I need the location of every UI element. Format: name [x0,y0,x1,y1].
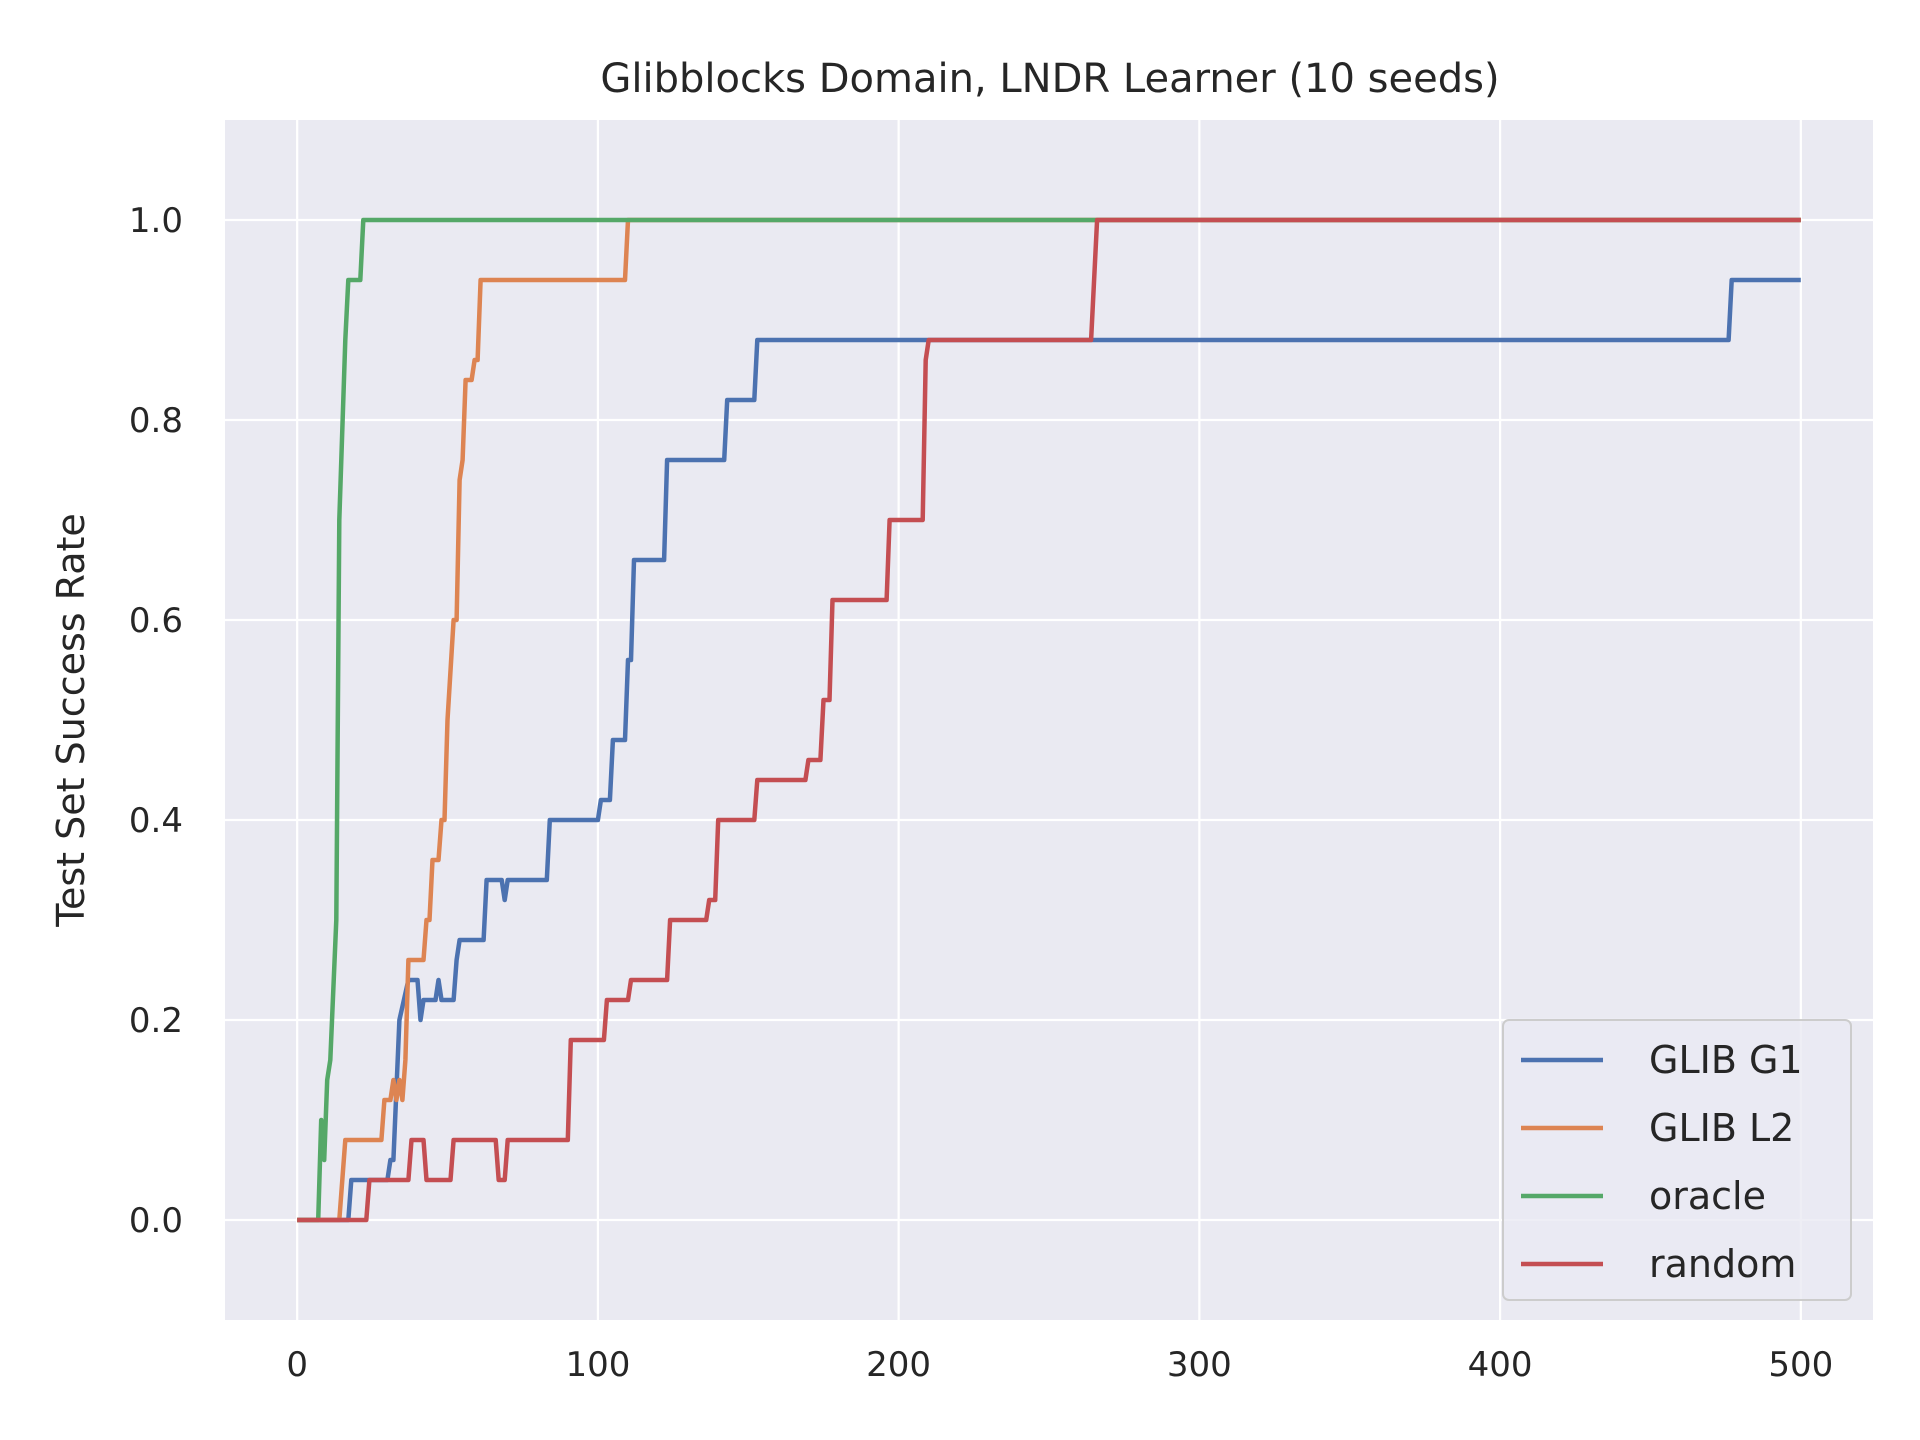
legend-label: GLIB L2 [1649,1106,1794,1150]
legend-label: random [1649,1242,1796,1286]
y-tick-label: 0.8 [129,401,183,441]
y-axis-title: Test Set Success Rate [49,513,93,928]
y-tick-label: 1.0 [129,201,183,241]
series-layer [297,217,1801,1223]
series-line-random [297,217,1801,1223]
x-tick-label: 0 [286,1345,308,1385]
legend-label: GLIB G1 [1649,1038,1803,1082]
x-tick-label: 100 [565,1345,630,1385]
series-line-glib-l2 [297,217,1801,1223]
x-tick-label: 500 [1768,1345,1833,1385]
y-axis-ticks: 0.0 0.2 0.4 0.6 0.8 1.0 [129,201,183,1241]
series-line-oracle [297,217,1801,1223]
x-tick-label: 300 [1167,1345,1232,1385]
x-axis-ticks: 0 100 200 300 400 500 [286,1345,1833,1385]
y-tick-label: 0.2 [129,1001,183,1041]
legend: GLIB G1 GLIB L2 oracle random [1502,1019,1852,1301]
y-tick-label: 0.0 [129,1201,183,1241]
y-tick-label: 0.6 [129,601,183,641]
x-tick-label: 200 [866,1345,931,1385]
chart-title: Glibblocks Domain, LNDR Learner (10 seed… [600,56,1499,102]
x-tick-label: 400 [1468,1345,1533,1385]
legend-box [1502,1019,1852,1301]
legend-label: oracle [1649,1174,1766,1218]
y-tick-label: 0.4 [129,801,183,841]
